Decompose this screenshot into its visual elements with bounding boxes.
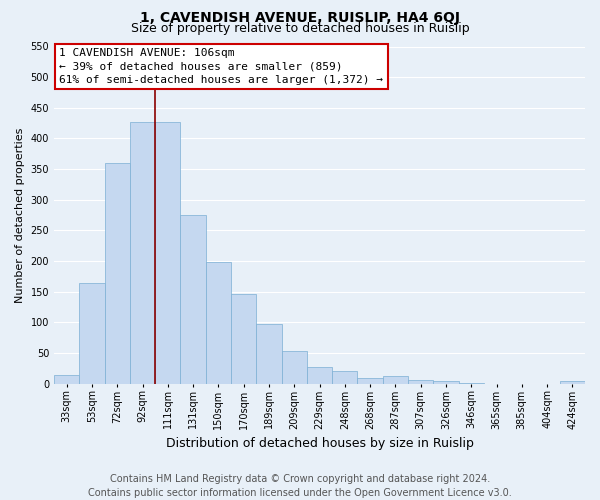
Bar [181, 215, 206, 384]
Bar [408, 380, 433, 384]
Bar [130, 122, 155, 384]
Text: Contains HM Land Registry data © Crown copyright and database right 2024.
Contai: Contains HM Land Registry data © Crown c… [88, 474, 512, 498]
Bar [358, 378, 383, 384]
Bar [332, 371, 358, 384]
X-axis label: Distribution of detached houses by size in Ruislip: Distribution of detached houses by size … [166, 437, 473, 450]
Bar [206, 262, 231, 384]
Bar [104, 163, 130, 384]
Bar [458, 382, 484, 384]
Bar [560, 380, 585, 384]
Text: 1, CAVENDISH AVENUE, RUISLIP, HA4 6QJ: 1, CAVENDISH AVENUE, RUISLIP, HA4 6QJ [140, 11, 460, 25]
Text: Size of property relative to detached houses in Ruislip: Size of property relative to detached ho… [131, 22, 469, 35]
Text: 1 CAVENDISH AVENUE: 106sqm
← 39% of detached houses are smaller (859)
61% of sem: 1 CAVENDISH AVENUE: 106sqm ← 39% of deta… [59, 48, 383, 84]
Bar [433, 382, 458, 384]
Bar [281, 350, 307, 384]
Bar [79, 282, 104, 384]
Bar [256, 324, 281, 384]
Y-axis label: Number of detached properties: Number of detached properties [15, 128, 25, 303]
Bar [231, 294, 256, 384]
Bar [54, 374, 79, 384]
Bar [155, 122, 181, 384]
Bar [307, 366, 332, 384]
Bar [383, 376, 408, 384]
